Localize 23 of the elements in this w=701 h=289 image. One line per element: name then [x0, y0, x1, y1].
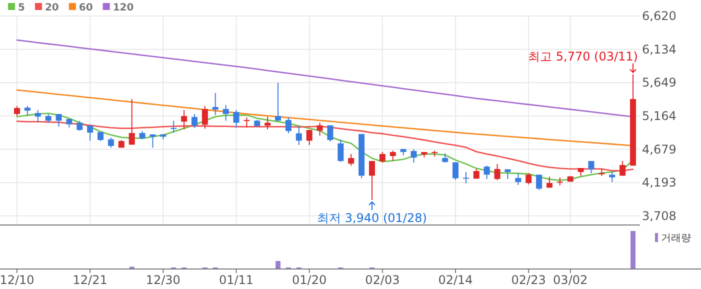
- x-tick-label: 12/30: [146, 273, 180, 287]
- x-tick-label: 02/03: [365, 273, 400, 287]
- annotation: 최저 3,940 (01/28): [317, 211, 427, 226]
- y-tick-label: 3,708: [642, 208, 676, 223]
- y-tick-label: 4,679: [642, 142, 676, 156]
- legend-label: 20: [44, 2, 59, 14]
- y-tick-label: 6,620: [642, 9, 676, 23]
- y-tick-label: 4,193: [642, 176, 676, 190]
- x-tick-label: 12/21: [72, 273, 108, 287]
- x-tick-label: 02/23: [511, 273, 546, 287]
- legend-label: 120: [112, 2, 134, 14]
- x-tick-label: 03/02: [553, 273, 588, 287]
- x-tick-label: 01/20: [292, 273, 327, 287]
- annotation: 최고 5,770 (03/11): [528, 49, 638, 64]
- x-tick-label: 12/10: [0, 273, 34, 287]
- legend-label: 5: [18, 2, 25, 14]
- y-tick-label: 5,164: [642, 108, 676, 123]
- x-tick-label: 02/14: [438, 273, 473, 287]
- x-tick-label: 01/11: [218, 273, 254, 287]
- legend-label: 거래량: [661, 233, 691, 244]
- y-tick-label: 5,649: [642, 76, 676, 90]
- legend-label: 60: [78, 2, 93, 14]
- y-tick-label: 6,134: [642, 42, 676, 56]
